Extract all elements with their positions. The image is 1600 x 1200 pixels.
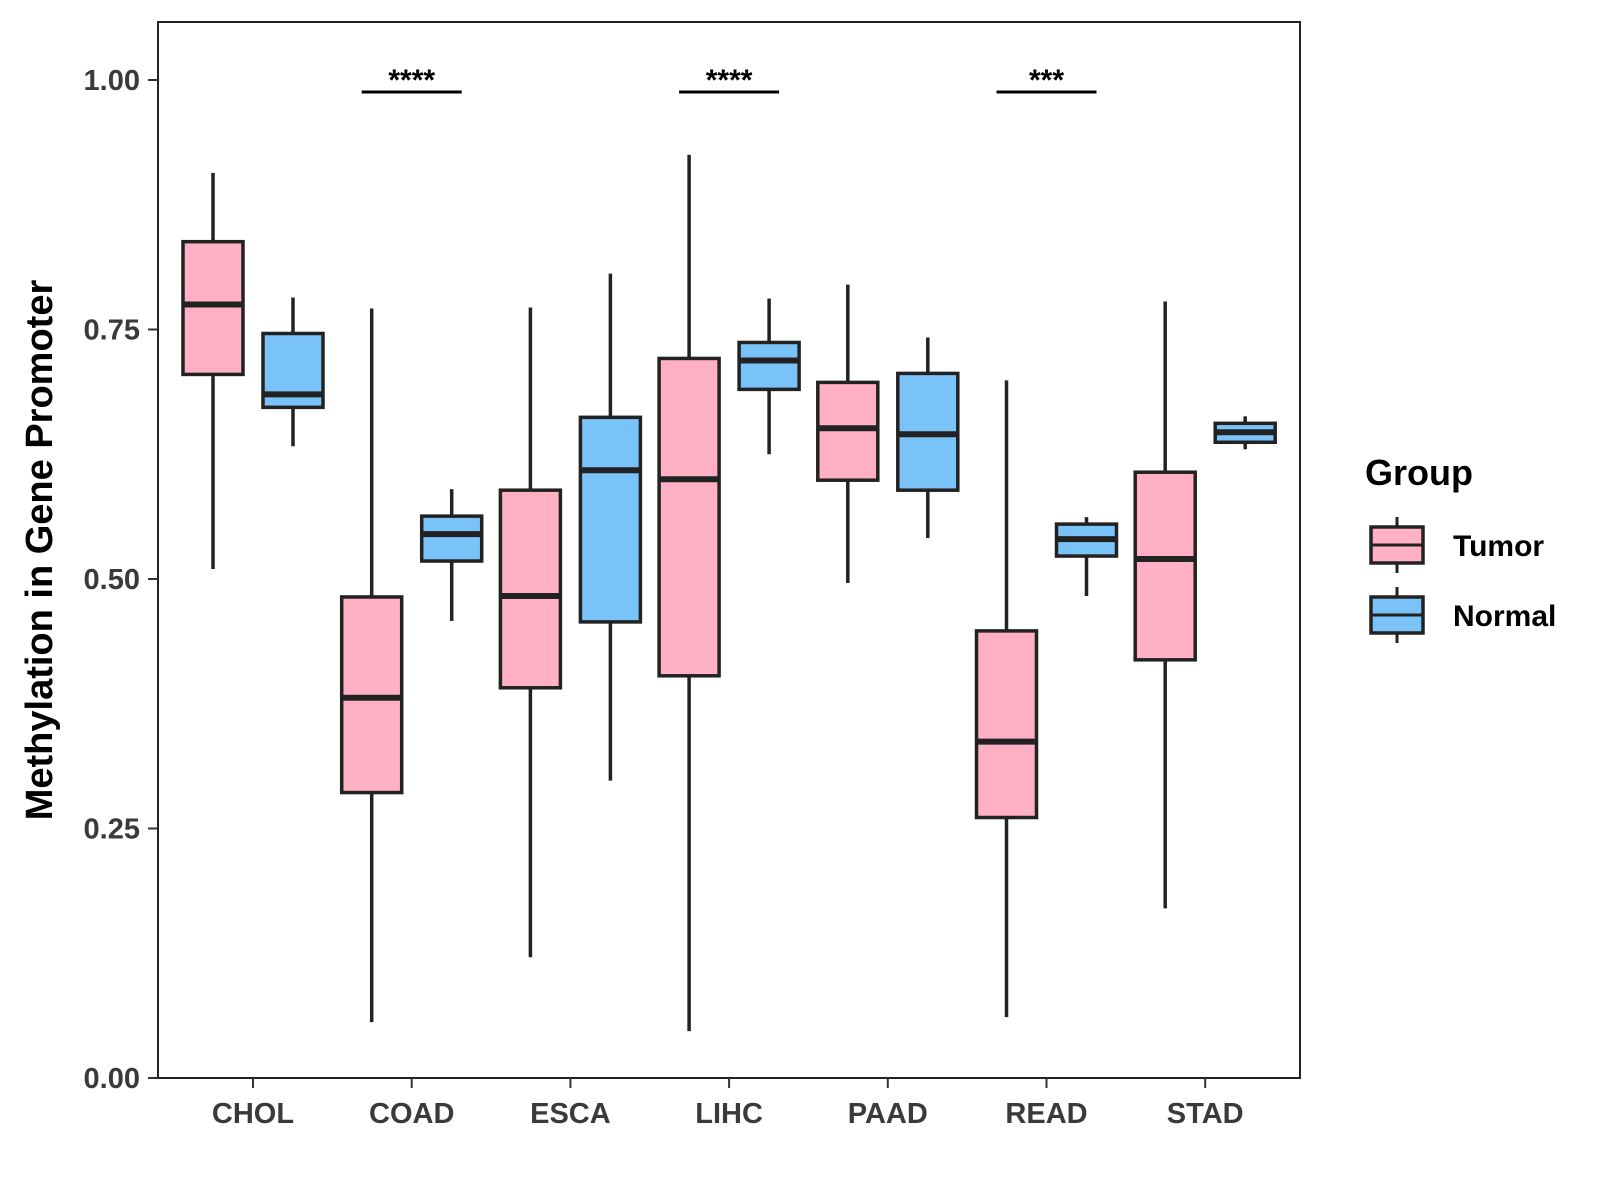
box-tumor-chol [181, 172, 245, 570]
box-iqr [498, 488, 563, 690]
legend: Group Tumor Normal [1365, 452, 1556, 643]
y-tick-label: 0.50 [84, 564, 140, 596]
box-tumor-read [974, 380, 1039, 1018]
box-normal-paad [896, 337, 960, 539]
box-tumor-stad [1133, 301, 1197, 909]
y-tick-label: 0.00 [84, 1063, 140, 1095]
significance-label: *** [1029, 64, 1064, 97]
box-tumor-paad [816, 284, 880, 583]
significance-label: **** [388, 64, 435, 97]
x-tick-label: LIHC [695, 1098, 763, 1130]
legend-label: Tumor [1453, 530, 1544, 563]
box-normal-lihc [737, 298, 801, 455]
box-normal-coad [419, 489, 484, 621]
boxes-layer [181, 154, 1277, 1032]
y-axis-title: Methylation in Gene Promoter [19, 280, 61, 821]
box-iqr [1133, 470, 1197, 662]
box-iqr [419, 514, 484, 563]
box-tumor-coad [339, 308, 404, 1023]
x-axis: CHOL COAD ESCA LIHC PAAD READ STAD [212, 1078, 1244, 1130]
box-normal-chol [261, 297, 325, 447]
box-iqr [737, 340, 801, 392]
legend-title: Group [1365, 452, 1473, 493]
y-tick-label: 0.75 [84, 315, 140, 347]
x-tick-label: STAD [1167, 1098, 1244, 1130]
box-iqr [578, 415, 643, 624]
x-tick-label: COAD [369, 1098, 454, 1130]
x-tick-label: PAAD [848, 1098, 928, 1130]
box-iqr [657, 356, 721, 678]
box-tumor-esca [498, 307, 563, 958]
plot-panel-border [157, 21, 1301, 1079]
y-axis: 0.00 0.25 0.50 0.75 1.00 [84, 65, 158, 1095]
y-tick-label: 1.00 [84, 65, 140, 97]
significance-layer: **** **** *** [361, 64, 1097, 97]
box-normal-esca [578, 273, 643, 781]
box-iqr [974, 629, 1039, 820]
box-normal-stad [1213, 416, 1277, 450]
box-iqr [181, 239, 245, 377]
box-normal-read [1054, 517, 1119, 596]
legend-label: Normal [1453, 600, 1556, 633]
x-tick-label: READ [1005, 1098, 1087, 1130]
legend-entry-tumor: Tumor [1369, 517, 1544, 573]
x-tick-label: CHOL [212, 1098, 294, 1130]
box-tumor-lihc [657, 154, 721, 1032]
significance-label: **** [706, 64, 753, 97]
legend-entry-normal: Normal [1369, 587, 1556, 643]
x-tick-label: ESCA [530, 1098, 611, 1130]
y-tick-label: 0.25 [84, 814, 140, 846]
